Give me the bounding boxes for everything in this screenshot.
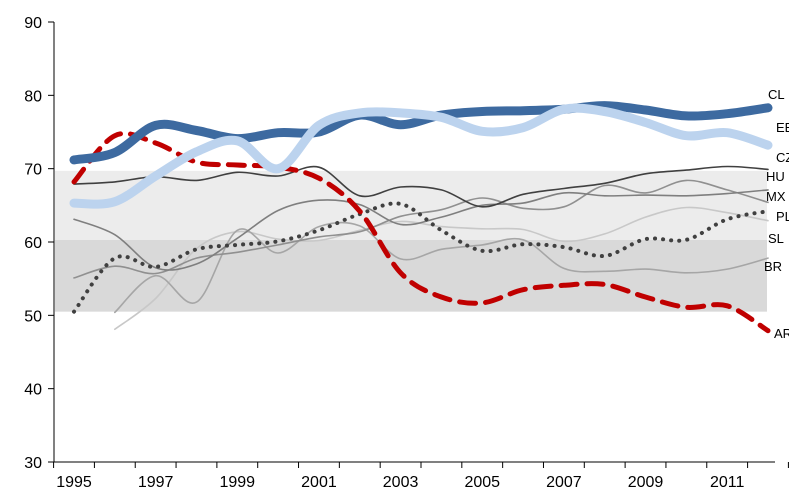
series-label-ee: EE — [776, 120, 789, 135]
x-tick-label-1997: 1997 — [138, 474, 174, 491]
series-label-ar: AR — [774, 326, 789, 341]
y-tick-label-70: 70 — [24, 162, 42, 179]
series-label-cz: CZ — [776, 150, 789, 165]
x-tick-label-2005: 2005 — [464, 474, 500, 491]
y-tick-label-40: 40 — [24, 382, 42, 399]
x-tick-label-2011: 2011 — [710, 474, 745, 491]
x-tick-label-2001: 2001 — [301, 474, 337, 491]
series-line-ar — [71, 130, 771, 334]
y-tick-label-60: 60 — [24, 235, 42, 252]
series-line-cz — [73, 165, 769, 208]
y-tick-label-90: 90 — [24, 15, 42, 32]
series-line-hu — [73, 189, 769, 271]
series-line-cl — [69, 101, 773, 165]
background-band-0 — [55, 239, 767, 312]
series-label-pl: PL — [776, 209, 789, 224]
series-label-hu: HU — [766, 169, 785, 184]
background-band-1 — [55, 170, 767, 240]
x-tick-label-2003: 2003 — [383, 474, 419, 491]
x-tick-label-1995: 1995 — [56, 474, 92, 491]
series-label-br: BR — [764, 259, 782, 274]
x-tick-label-1999: 1999 — [219, 474, 255, 491]
series-label-sl: SL — [768, 231, 784, 246]
series-label-cl: CL — [768, 87, 785, 102]
y-tick-label-50: 50 — [24, 308, 42, 325]
y-tick-label-80: 80 — [24, 88, 42, 105]
series-line-pl — [114, 206, 769, 331]
x-tick-label-2009: 2009 — [628, 474, 664, 491]
series-line-ee — [69, 103, 773, 209]
series-line-br — [114, 221, 769, 314]
x-tick-label-2007: 2007 — [546, 474, 582, 491]
series-label-mx: MX — [766, 189, 786, 204]
series-line-sl — [72, 201, 770, 314]
y-tick-label-30: 30 — [24, 455, 42, 472]
